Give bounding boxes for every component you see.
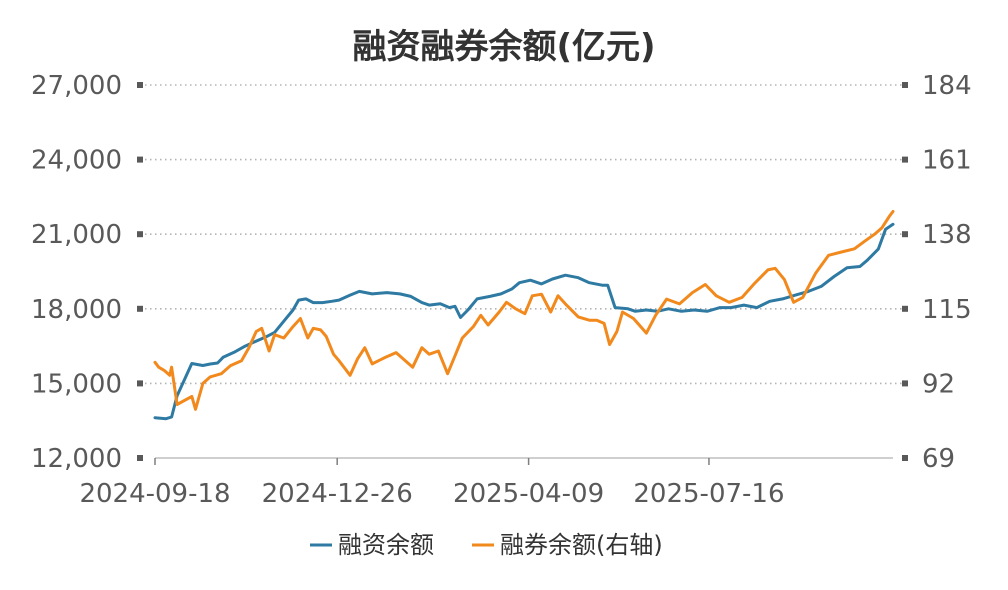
x-tick-label: 2024-09-18	[79, 479, 230, 509]
series-line-left	[153, 222, 895, 421]
left-tick-mark	[137, 231, 143, 238]
left-tick-mark	[137, 82, 143, 88]
legend-label: 融券余额(右轴)	[500, 531, 663, 559]
right-tick-mark	[902, 82, 908, 88]
chart-title: 融资融券余额(亿元)	[352, 27, 655, 67]
gridlines	[140, 84, 903, 385]
left-tick-label: 15,000	[31, 369, 122, 399]
left-tick-mark	[137, 156, 143, 163]
axes: 12,000 69 15,000 92 18,000 115 21,000 138 24,000…	[31, 71, 972, 509]
right-tick-label: 69	[922, 444, 955, 474]
x-tick-label: 2025-07-16	[633, 479, 784, 509]
series-line-right	[153, 210, 895, 411]
right-tick-label: 161	[922, 146, 972, 176]
left-tick-mark	[137, 305, 143, 312]
right-tick-label: 115	[922, 295, 972, 325]
left-tick-label: 21,000	[31, 220, 122, 250]
left-tick-label: 18,000	[31, 295, 122, 325]
right-tick-mark	[902, 305, 908, 312]
series-lines	[153, 210, 895, 421]
right-tick-label: 138	[922, 220, 972, 250]
left-tick-label: 24,000	[31, 146, 122, 176]
right-tick-mark	[902, 231, 908, 238]
left-tick-mark	[137, 380, 143, 387]
left-tick-mark	[137, 455, 143, 461]
right-tick-label: 184	[922, 71, 972, 101]
right-tick-mark	[902, 455, 908, 461]
left-tick-label: 12,000	[31, 444, 122, 474]
legend-label: 融资余额	[338, 531, 434, 559]
x-tick-label: 2025-04-09	[453, 479, 604, 509]
right-tick-label: 92	[922, 369, 955, 399]
right-tick-mark	[902, 380, 908, 387]
legend: 融资余额 融券余额(右轴)	[310, 531, 663, 559]
left-tick-label: 27,000	[31, 71, 122, 101]
x-tick-label: 2024-12-26	[262, 479, 413, 509]
right-tick-mark	[902, 156, 908, 163]
